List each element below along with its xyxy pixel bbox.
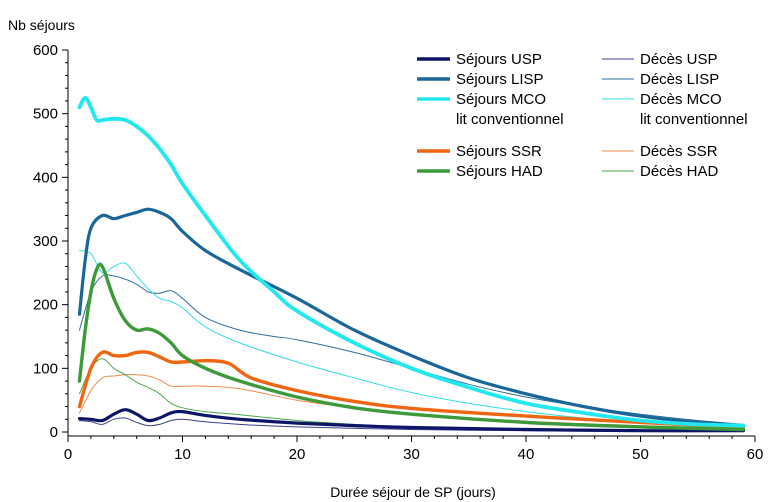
legend-label: Séjours MCO	[456, 91, 546, 108]
series-line-sejours-mco-lit-conventionnel	[77, 95, 746, 428]
x-tick-label: 40	[518, 446, 535, 463]
y-tick-label: 600	[33, 42, 58, 59]
x-axis-title: Durée séjour de SP (jours)	[330, 484, 495, 500]
y-tick-label: 500	[33, 106, 58, 123]
legend-label: Décès MCO	[640, 91, 722, 108]
series-line-deces-lisp	[79, 274, 744, 425]
legend-label: Décès SSR	[640, 143, 718, 160]
y-tick-label: 200	[33, 297, 58, 314]
legend-label: lit conventionnel	[640, 111, 748, 128]
legend-label: Décès LISP	[640, 71, 719, 88]
legend-label: Séjours USP	[456, 51, 542, 68]
x-tick-label: 60	[747, 446, 764, 463]
series-line-sejours-usp	[77, 408, 746, 433]
legend-label: Séjours LISP	[456, 71, 544, 88]
legend-label: Séjours HAD	[456, 163, 543, 180]
y-axis-title: Nb séjours	[8, 17, 75, 33]
legend-label: lit conventionnel	[456, 111, 564, 128]
x-tick-label: 30	[403, 446, 420, 463]
x-tick-label: 10	[174, 446, 191, 463]
series-line-sejours-lisp	[77, 207, 746, 428]
legend: Séjours USP Séjours LISP Séjours MCO lit co…	[417, 51, 748, 180]
x-tick-label: 50	[632, 446, 649, 463]
series-lines	[77, 95, 746, 433]
legend-label: Décès USP	[640, 51, 718, 68]
x-tick-label: 20	[289, 446, 306, 463]
legend-label: Séjours SSR	[456, 143, 542, 160]
series-line-sejours-had	[77, 262, 746, 432]
y-tick-label: 0	[50, 424, 58, 441]
y-tick-label: 300	[33, 233, 58, 250]
y-tick-label: 100	[33, 360, 58, 377]
series-line-deces-mco-lit-conventionnel	[79, 250, 744, 429]
y-tick-label: 400	[33, 169, 58, 186]
legend-label: Décès HAD	[640, 163, 719, 180]
axes: 0 100 200 300 400 500 600 0 10 20 30 40 50 60	[33, 42, 763, 463]
x-tick-label: 0	[64, 446, 72, 463]
